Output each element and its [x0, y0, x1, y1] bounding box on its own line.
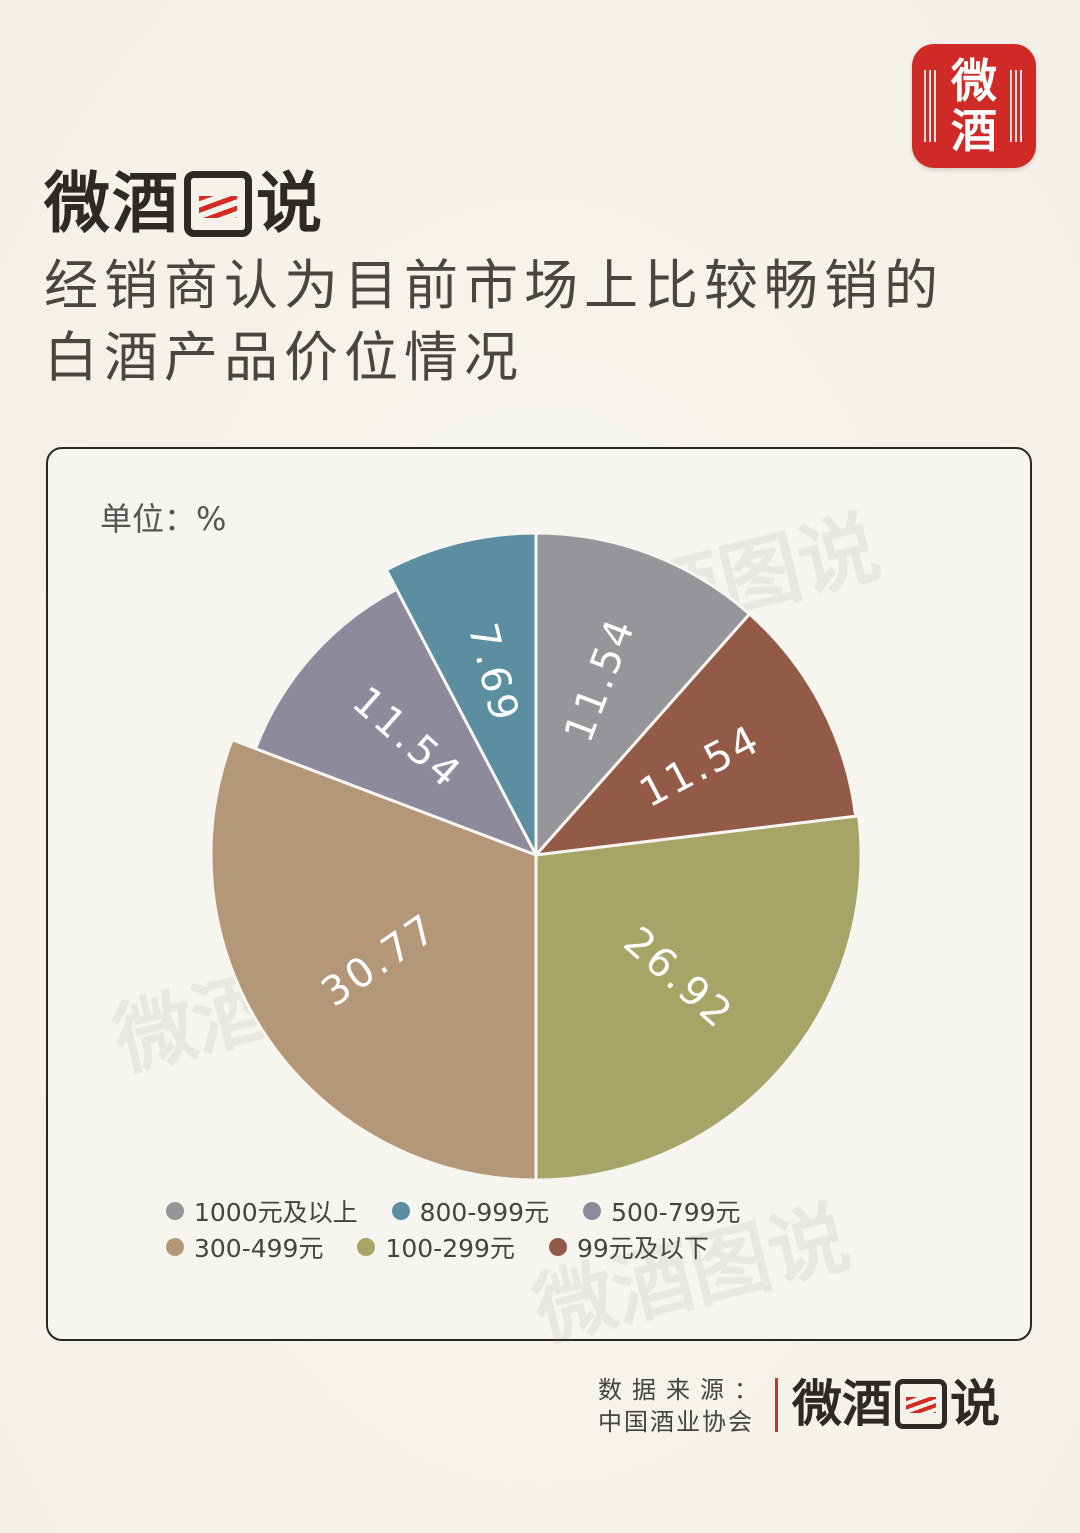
- legend-swatch-4: [166, 1238, 184, 1256]
- footer-brand-logo: 微 酒 说: [792, 1372, 1000, 1436]
- title-line-1: 经销商认为目前市场上比较畅销的: [44, 254, 944, 317]
- pie-slice-5: [254, 587, 538, 857]
- legend-item-3: 500-799元: [583, 1196, 741, 1227]
- unit-label: 单位：%: [100, 500, 227, 538]
- pie-slice-6: [384, 531, 538, 857]
- brand-char-a: 微: [44, 165, 112, 242]
- brand-chart-icon: [184, 171, 252, 237]
- footer-brand-chart-icon: [895, 1379, 947, 1429]
- pie-slice-4: [209, 738, 538, 1182]
- badge-sound-bars-left: [924, 70, 938, 142]
- source-label: 数据来源：: [598, 1376, 768, 1404]
- legend-label-5: 100-299元: [385, 1234, 515, 1263]
- brand-logo: 微 酒 说: [44, 166, 324, 242]
- legend-label-4: 300-499元: [194, 1234, 324, 1263]
- footer-brand-char-b: 酒: [842, 1375, 892, 1433]
- footer-brand-char-c: 说: [950, 1375, 1000, 1433]
- badge-text: 微酒: [951, 54, 997, 158]
- brand-badge: 微酒: [912, 44, 1036, 168]
- legend-label-6: 99元及以下: [576, 1234, 709, 1263]
- legend-swatch-3: [583, 1202, 602, 1220]
- pie-slice-1: [534, 531, 752, 857]
- legend-label-3: 500-799元: [611, 1198, 741, 1227]
- source-divider: [775, 1378, 778, 1432]
- badge-sound-bars-right: [1010, 70, 1024, 142]
- pie-slice-2: [534, 612, 858, 857]
- legend-item-2: 800-999元: [391, 1196, 550, 1227]
- legend-label-2: 800-999元: [419, 1198, 550, 1227]
- title-line-2: 白酒产品价位情况: [44, 326, 524, 389]
- source-org: 中国酒业协会: [598, 1408, 754, 1436]
- page-title: 经销商认为目前市场上比较畅销的 白酒产品价位情况: [44, 250, 1044, 394]
- legend-label-1: 1000元及以上: [194, 1198, 358, 1227]
- legend-swatch-2: [391, 1202, 410, 1220]
- legend-item-1: 1000元及以上: [166, 1196, 358, 1227]
- legend-swatch-5: [357, 1238, 376, 1256]
- data-source: 数据来源： 中国酒业协会: [598, 1374, 768, 1438]
- legend-item-4: 300-499元: [166, 1232, 324, 1263]
- footer-brand-char-a: 微: [792, 1375, 842, 1433]
- pie-slice-3: [534, 814, 863, 1182]
- chart-legend: 1000元及以上 800-999元 500-799元 300-499元 100-299元…: [166, 1196, 946, 1263]
- legend-swatch-1: [166, 1202, 184, 1220]
- brand-char-c: 说: [256, 165, 324, 242]
- legend-swatch-6: [548, 1238, 567, 1256]
- legend-item-6: 99元及以下: [548, 1232, 709, 1263]
- brand-char-b: 酒: [112, 165, 180, 242]
- legend-item-5: 100-299元: [357, 1232, 515, 1263]
